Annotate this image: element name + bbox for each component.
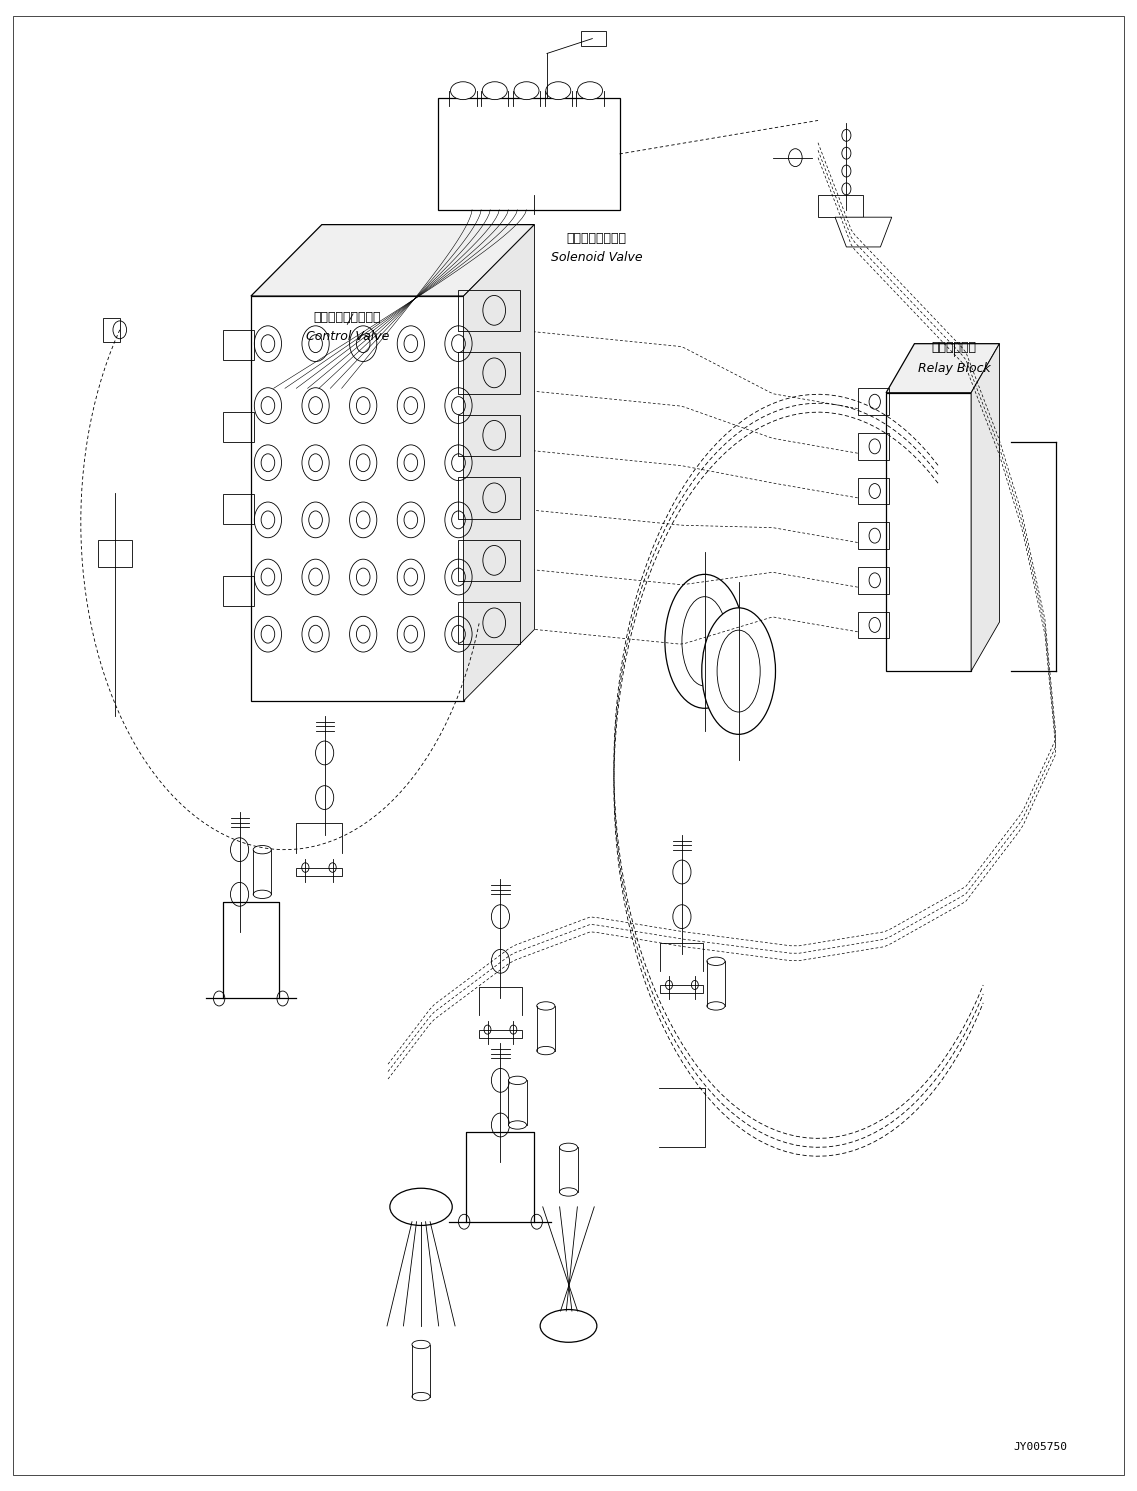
Ellipse shape [514, 82, 539, 100]
Polygon shape [835, 218, 891, 248]
Polygon shape [886, 392, 971, 671]
Text: Solenoid Valve: Solenoid Valve [551, 252, 642, 264]
Ellipse shape [537, 1002, 555, 1009]
Bar [297, 868, 341, 877]
Bar [223, 576, 255, 605]
Ellipse shape [254, 890, 272, 899]
Ellipse shape [412, 1340, 430, 1349]
Bar [857, 388, 889, 414]
Bar [98, 540, 132, 567]
Bar [857, 477, 889, 504]
Bar [458, 352, 521, 394]
Text: コントロールバルブ: コントロールバルブ [314, 312, 381, 324]
Bar [857, 522, 889, 549]
Bar [458, 289, 521, 331]
Polygon shape [818, 195, 863, 218]
Ellipse shape [508, 1077, 526, 1084]
Ellipse shape [682, 596, 728, 686]
Ellipse shape [412, 1393, 430, 1400]
Bar [857, 432, 889, 459]
Text: 中継ブロック: 中継ブロック [931, 341, 977, 353]
Ellipse shape [578, 82, 603, 100]
Polygon shape [971, 344, 999, 671]
Bar [581, 31, 606, 46]
Bar [223, 412, 255, 441]
Ellipse shape [537, 1047, 555, 1054]
Ellipse shape [254, 845, 272, 854]
Ellipse shape [540, 1309, 597, 1342]
Polygon shape [251, 297, 464, 701]
Ellipse shape [707, 1002, 725, 1009]
Bar [458, 540, 521, 581]
Ellipse shape [482, 82, 507, 100]
Bar [102, 318, 119, 341]
Ellipse shape [546, 82, 571, 100]
Ellipse shape [508, 1121, 526, 1129]
Text: ソレノイドバルブ: ソレノイドバルブ [567, 233, 626, 245]
Bar [458, 477, 521, 519]
Ellipse shape [559, 1188, 578, 1196]
Polygon shape [251, 225, 534, 297]
Ellipse shape [717, 631, 761, 713]
Ellipse shape [665, 574, 745, 708]
Bar [661, 986, 704, 993]
Bar [223, 494, 255, 523]
Ellipse shape [450, 82, 475, 100]
Bar [458, 602, 521, 644]
Circle shape [113, 321, 126, 338]
Text: JY005750: JY005750 [1013, 1442, 1068, 1452]
Bar [479, 1030, 522, 1038]
Text: Control Valve: Control Valve [306, 331, 389, 343]
Bar [223, 331, 255, 359]
Bar [857, 611, 889, 638]
Ellipse shape [702, 608, 775, 735]
Bar [857, 567, 889, 593]
Bar [438, 98, 620, 210]
Bar [458, 414, 521, 456]
Ellipse shape [390, 1188, 453, 1226]
Ellipse shape [707, 957, 725, 966]
Polygon shape [886, 344, 999, 392]
Text: Relay Block: Relay Block [918, 361, 990, 374]
Polygon shape [464, 225, 534, 701]
Ellipse shape [559, 1144, 578, 1151]
